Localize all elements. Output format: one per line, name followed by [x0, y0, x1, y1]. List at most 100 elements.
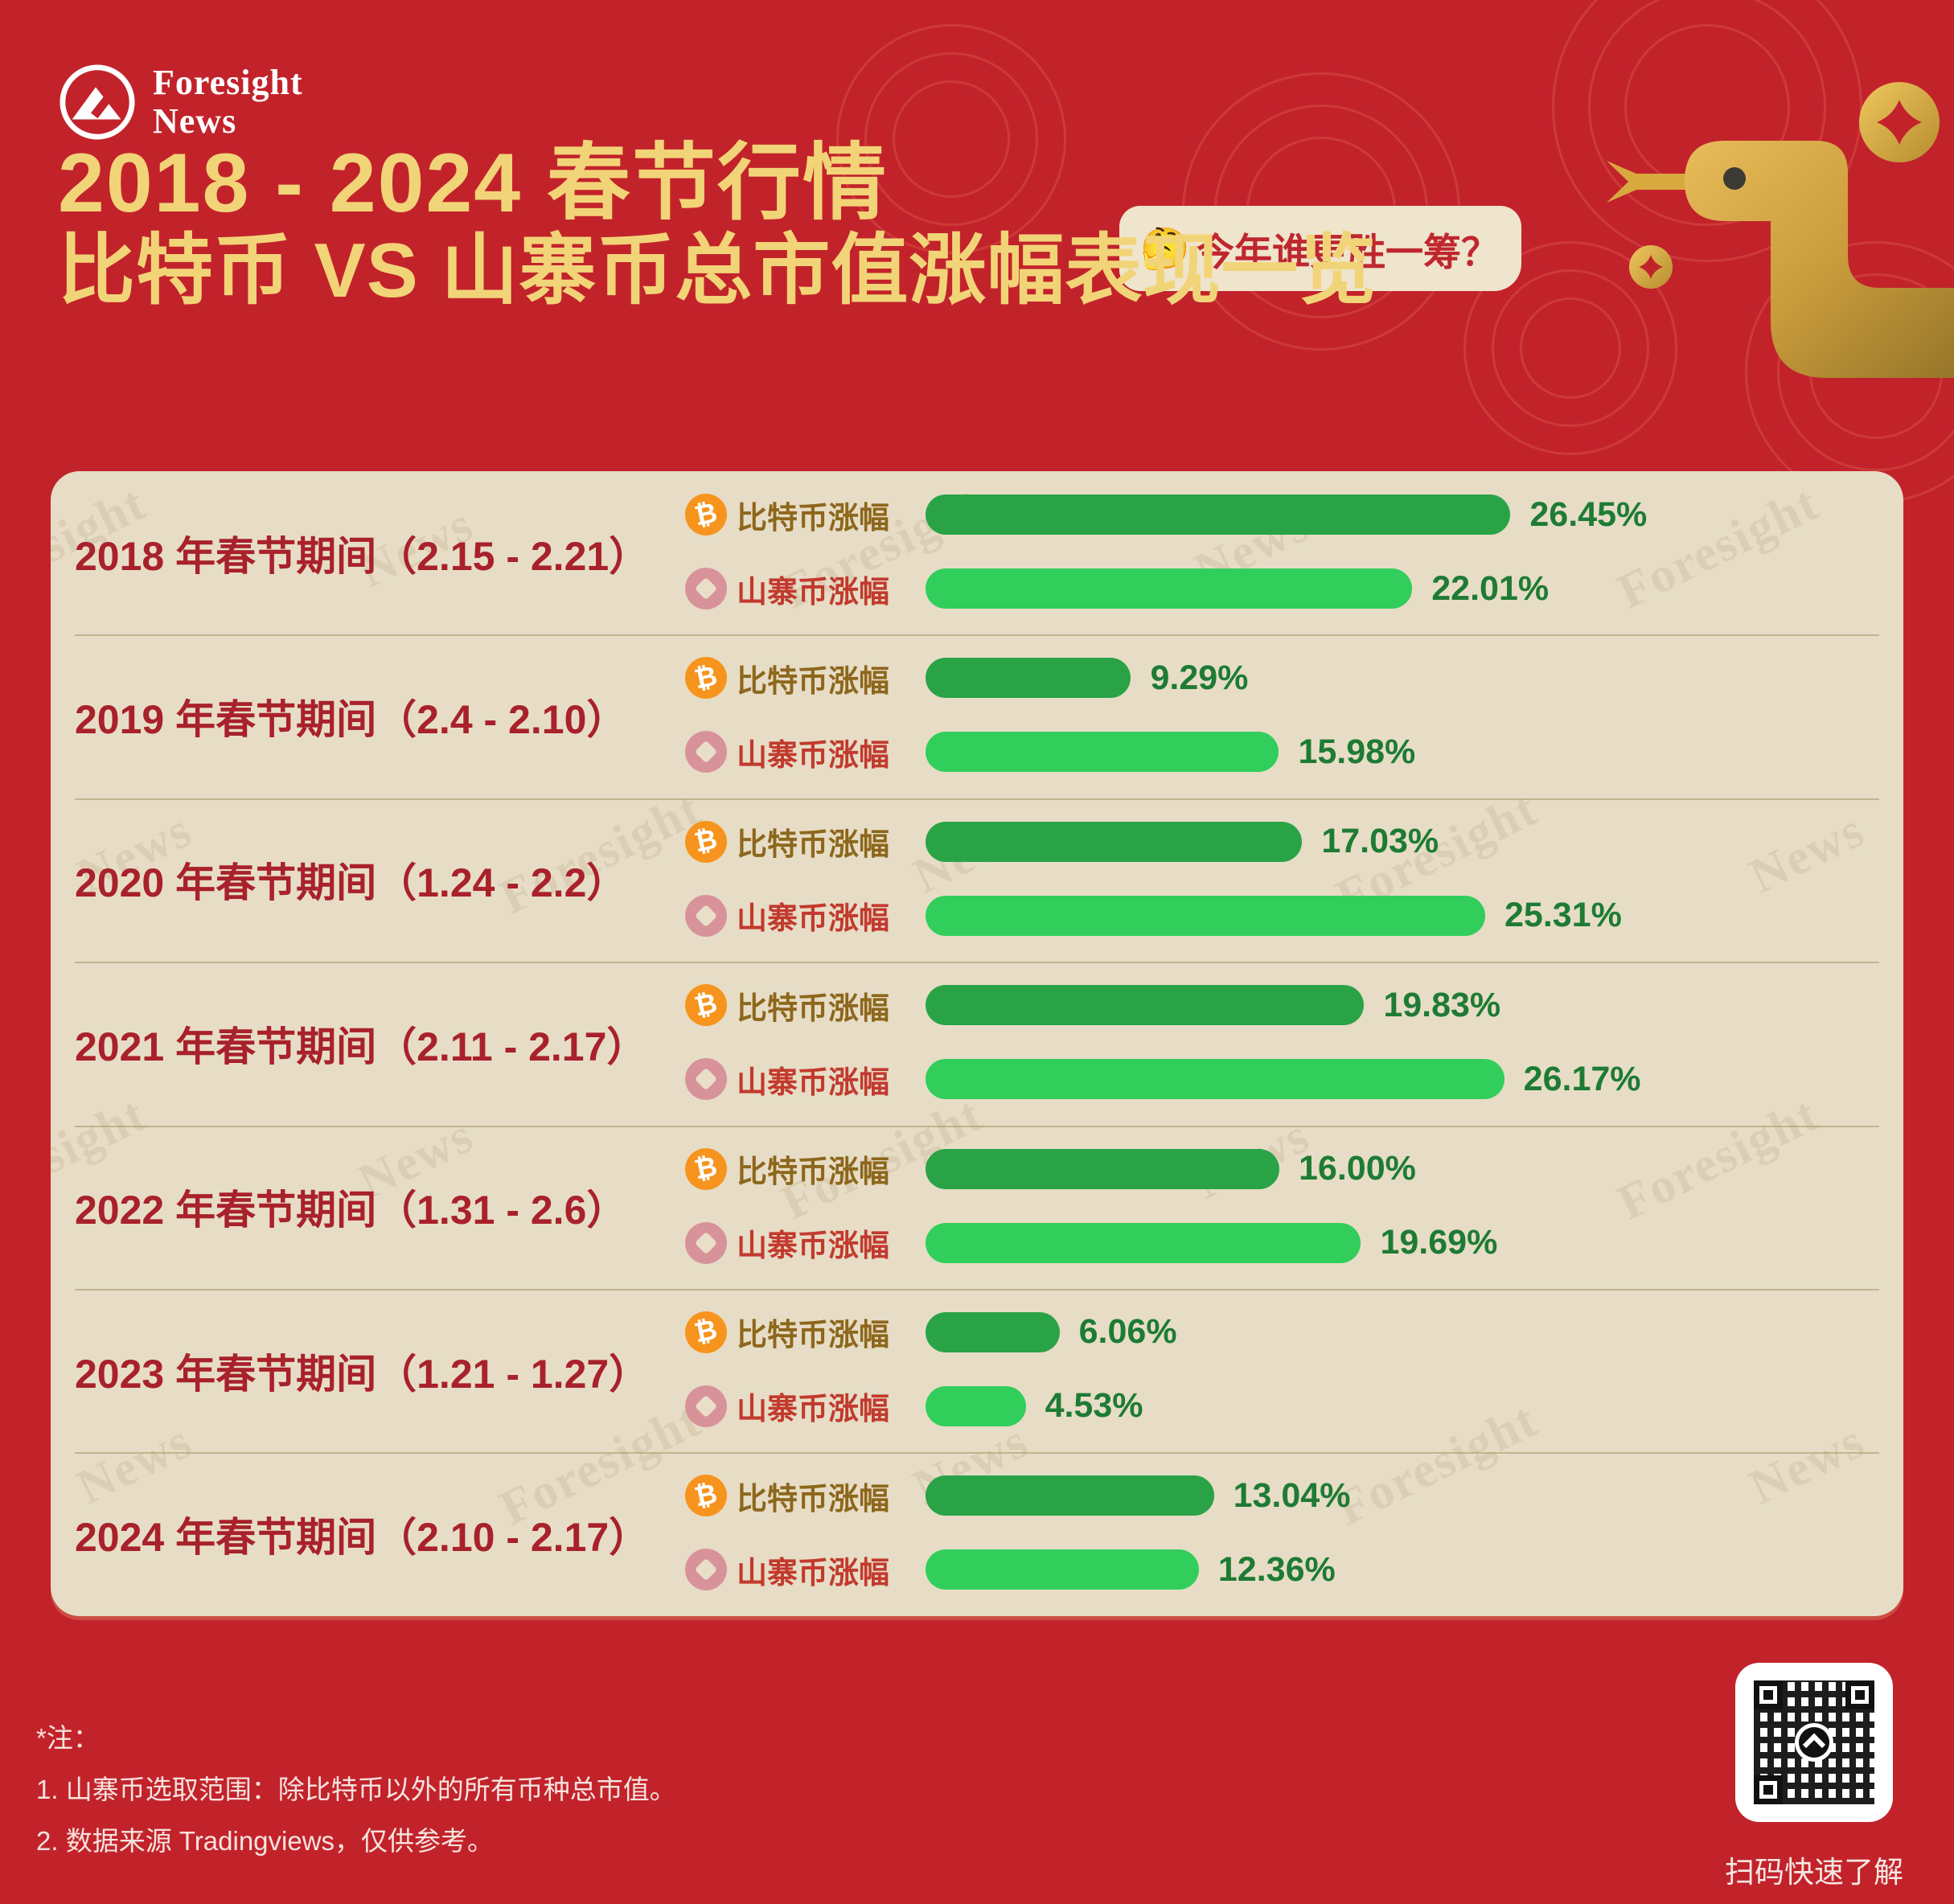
alt-bar-track: 4.53% [926, 1384, 1143, 1429]
btc-bar [926, 1311, 1060, 1352]
altcoin-icon [685, 1549, 727, 1591]
btc-bar [926, 985, 1365, 1026]
bitcoin-icon: ₿ [685, 1147, 727, 1190]
footnotes: *注： 1. 山寨币选取范围：除比特币以外的所有币种总市值。 2. 数据来源 T… [36, 1713, 676, 1867]
btc-bar-line: ₿ 比特币涨幅 26.45% [685, 492, 1647, 537]
altcoin-icon [685, 568, 727, 609]
period-label: 2020 年春节期间（1.24 - 2.2） [75, 860, 627, 906]
data-panel: Foresight News Foresight News Foresight News F… [51, 471, 1903, 1616]
page-subtitle: 比特币 VS 山寨币总市值涨幅表现一览 [58, 228, 1377, 314]
table-row: 2018 年春节期间（2.15 - 2.21） ₿ 比特币涨幅 26.45% 山… [51, 471, 1903, 634]
altcoin-icon [685, 731, 727, 774]
period-label: 2021 年春节期间（2.11 - 2.17） [75, 1024, 647, 1069]
alt-series-label: 山寨币涨幅 [737, 1229, 890, 1264]
snake-eye [1723, 167, 1746, 190]
period-label: 2018 年春节期间（2.15 - 2.21） [75, 533, 650, 579]
alt-bar [926, 1222, 1361, 1263]
btc-bar-track: 26.45% [926, 492, 1647, 537]
alt-bar [926, 895, 1486, 936]
alt-bar [926, 732, 1279, 773]
btc-series-label: 比特币涨幅 [737, 501, 890, 536]
alt-bar-track: 26.17% [926, 1057, 1641, 1102]
qr-center-logo-icon [1795, 1723, 1833, 1762]
qr-caption: 扫码快速了解 [1725, 1856, 1903, 1889]
coin-icon [1628, 245, 1673, 289]
alt-bar-track: 15.98% [926, 729, 1415, 774]
btc-bar-track: 9.29% [926, 655, 1248, 700]
snake-tongue [1607, 161, 1693, 203]
alt-bar-line: 山寨币涨幅 19.69% [685, 1221, 1497, 1266]
question-badge: 🤔 今年谁更胜一筹？ [1119, 206, 1521, 291]
table-row: 2022 年春节期间（1.31 - 2.6） ₿ 比特币涨幅 16.00% 山寨… [51, 1125, 1903, 1289]
btc-series-label: 比特币涨幅 [737, 1319, 890, 1353]
alt-value: 25.31% [1504, 896, 1622, 935]
qr-finder-icon [1754, 1775, 1783, 1804]
btc-bar [926, 821, 1303, 862]
btc-series-label: 比特币涨幅 [737, 991, 890, 1026]
rows-container: 2018 年春节期间（2.15 - 2.21） ₿ 比特币涨幅 26.45% 山… [51, 471, 1903, 1616]
btc-value: 13.04% [1233, 1475, 1351, 1515]
bitcoin-icon: ₿ [685, 1311, 727, 1353]
alt-bar-line: 山寨币涨幅 15.98% [685, 729, 1415, 774]
footnote-title: *注： [36, 1723, 100, 1753]
altcoin-icon [685, 1221, 727, 1264]
brand-logo: Foresight News [58, 63, 303, 142]
period-label: 2023 年春节期间（1.21 - 1.27） [75, 1351, 650, 1397]
btc-bar-line: ₿ 比特币涨幅 19.83% [685, 983, 1500, 1028]
btc-bar-track: 16.00% [926, 1147, 1416, 1192]
btc-bar [926, 494, 1511, 535]
btc-bar-line: ₿ 比特币涨幅 9.29% [685, 655, 1248, 700]
table-row: 2023 年春节期间（1.21 - 1.27） ₿ 比特币涨幅 6.06% 山寨… [51, 1288, 1903, 1452]
bitcoin-icon: ₿ [685, 494, 727, 536]
alt-bar [926, 1549, 1199, 1590]
bitcoin-icon: ₿ [685, 657, 727, 700]
alt-bar-track: 19.69% [926, 1221, 1497, 1266]
footnote-item: 1. 山寨币选取范围：除比特币以外的所有币种总市值。 [36, 1775, 676, 1804]
alt-series-label: 山寨币涨幅 [737, 902, 890, 937]
qr-code[interactable] [1754, 1680, 1874, 1804]
btc-series-label: 比特币涨幅 [737, 1482, 890, 1516]
alt-series-label: 山寨币涨幅 [737, 575, 890, 609]
alt-bar [926, 568, 1413, 609]
foresight-mountain-icon [58, 63, 137, 142]
alt-bar [926, 1059, 1504, 1100]
alt-series-label: 山寨币涨幅 [737, 1556, 890, 1590]
btc-value: 26.45% [1529, 494, 1648, 534]
alt-bar-line: 山寨币涨幅 4.53% [685, 1384, 1143, 1429]
btc-bar-track: 19.83% [926, 983, 1500, 1028]
alt-bar-line: 山寨币涨幅 12.36% [685, 1547, 1336, 1592]
btc-bar-track: 13.04% [926, 1473, 1350, 1518]
alt-bar-line: 山寨币涨幅 25.31% [685, 893, 1622, 938]
coin-icon [1859, 82, 1940, 162]
btc-bar [926, 1148, 1279, 1189]
qr-card [1735, 1663, 1893, 1822]
btc-bar-line: ₿ 比特币涨幅 17.03% [685, 819, 1439, 864]
btc-bar-line: ₿ 比特币涨幅 13.04% [685, 1473, 1350, 1518]
alt-value: 26.17% [1523, 1059, 1641, 1098]
btc-value: 17.03% [1321, 822, 1439, 861]
thinking-emoji-icon: 🤔 [1139, 226, 1191, 271]
page-title: 2018 - 2024 春节行情 [58, 137, 889, 230]
btc-value: 19.83% [1383, 985, 1501, 1024]
btc-value: 16.00% [1299, 1149, 1416, 1188]
qr-finder-icon [1845, 1680, 1874, 1709]
badge-text: 今年谁更胜一筹？ [1197, 230, 1499, 273]
arc-decoration [893, 80, 1010, 198]
btc-bar-line: ₿ 比特币涨幅 6.06% [685, 1310, 1177, 1355]
btc-bar-track: 17.03% [926, 819, 1439, 864]
alt-bar-line: 山寨币涨幅 22.01% [685, 566, 1549, 611]
alt-value: 12.36% [1217, 1549, 1336, 1589]
btc-value: 9.29% [1150, 658, 1249, 697]
btc-series-label: 比特币涨幅 [737, 828, 890, 863]
btc-series-label: 比特币涨幅 [737, 1155, 890, 1190]
brand-wordmark: Foresight News [153, 64, 303, 141]
bitcoin-icon: ₿ [685, 1475, 727, 1517]
table-row: 2024 年春节期间（2.10 - 2.17） ₿ 比特币涨幅 13.04% 山… [51, 1452, 1903, 1615]
btc-bar [926, 1475, 1214, 1516]
bitcoin-icon: ₿ [685, 820, 727, 863]
alt-series-label: 山寨币涨幅 [737, 1065, 890, 1100]
table-row: 2019 年春节期间（2.4 - 2.10） ₿ 比特币涨幅 9.29% 山寨币… [51, 634, 1903, 798]
btc-bar [926, 658, 1131, 699]
altcoin-icon [685, 1385, 727, 1427]
